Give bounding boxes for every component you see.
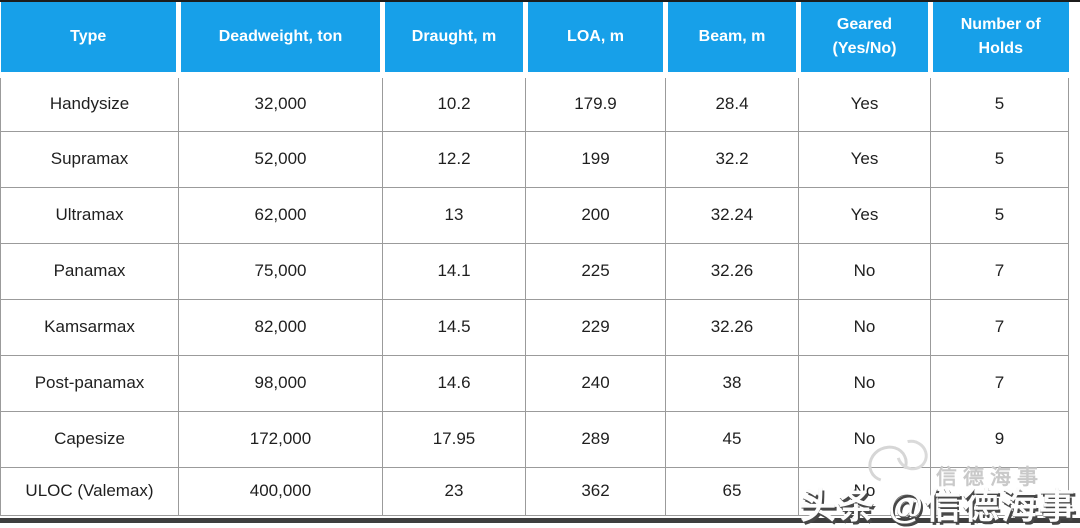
cell-type: Kamsarmax bbox=[0, 298, 179, 356]
cell-holds bbox=[930, 466, 1069, 516]
cell-deadweight: 82,000 bbox=[178, 298, 383, 356]
cell-holds: 7 bbox=[930, 298, 1069, 356]
cell-geared: No bbox=[798, 466, 931, 516]
cell-draught: 14.1 bbox=[382, 242, 526, 300]
col-header-geared: Geared (Yes/No) bbox=[796, 2, 931, 78]
cell-geared: Yes bbox=[798, 74, 931, 132]
table-row: Kamsarmax 82,000 14.5 229 32.26 No 7 bbox=[0, 298, 1069, 356]
bottom-border-line bbox=[0, 518, 1080, 523]
cell-draught: 17.95 bbox=[382, 410, 526, 468]
cell-beam: 45 bbox=[665, 410, 799, 468]
cell-geared: Yes bbox=[798, 130, 931, 188]
cell-deadweight: 62,000 bbox=[178, 186, 383, 244]
cell-draught: 23 bbox=[382, 466, 526, 516]
bulk-carrier-spec-table: Type Deadweight, ton Draught, m LOA, m B… bbox=[0, 2, 1069, 516]
cell-loa: 179.9 bbox=[525, 74, 666, 132]
cell-loa: 225 bbox=[525, 242, 666, 300]
cell-deadweight: 400,000 bbox=[178, 466, 383, 516]
table-row: Supramax 52,000 12.2 199 32.2 Yes 5 bbox=[0, 130, 1069, 188]
cell-draught: 14.5 bbox=[382, 298, 526, 356]
cell-geared: No bbox=[798, 298, 931, 356]
cell-type: Panamax bbox=[0, 242, 179, 300]
cell-holds: 9 bbox=[930, 410, 1069, 468]
cell-beam: 32.2 bbox=[665, 130, 799, 188]
cell-type: Post-panamax bbox=[0, 354, 179, 412]
cell-draught: 14.6 bbox=[382, 354, 526, 412]
top-border-line bbox=[0, 0, 1080, 2]
col-header-loa: LOA, m bbox=[523, 2, 666, 78]
faint-watermark-text: 信德海事 bbox=[936, 466, 1044, 489]
cell-loa: 362 bbox=[525, 466, 666, 516]
cell-holds: 7 bbox=[930, 354, 1069, 412]
cell-deadweight: 172,000 bbox=[178, 410, 383, 468]
cell-holds: 5 bbox=[930, 130, 1069, 188]
table-row: Panamax 75,000 14.1 225 32.26 No 7 bbox=[0, 242, 1069, 300]
cell-beam: 32.24 bbox=[665, 186, 799, 244]
cell-geared: No bbox=[798, 410, 931, 468]
col-header-holds: Number of Holds bbox=[928, 2, 1069, 78]
cell-beam: 32.26 bbox=[665, 298, 799, 356]
cell-type: Supramax bbox=[0, 130, 179, 188]
cell-deadweight: 98,000 bbox=[178, 354, 383, 412]
cell-loa: 289 bbox=[525, 410, 666, 468]
cell-deadweight: 75,000 bbox=[178, 242, 383, 300]
header-row: Type Deadweight, ton Draught, m LOA, m B… bbox=[0, 2, 1069, 78]
cell-loa: 240 bbox=[525, 354, 666, 412]
cell-deadweight: 52,000 bbox=[178, 130, 383, 188]
table-row: ULOC (Valemax) 400,000 23 362 65 No bbox=[0, 466, 1069, 516]
xinde-maritime-logo-watermark-icon bbox=[862, 434, 938, 489]
cell-type: ULOC (Valemax) bbox=[0, 466, 179, 516]
table-row: Handysize 32,000 10.2 179.9 28.4 Yes 5 bbox=[0, 74, 1069, 132]
cell-holds: 5 bbox=[930, 74, 1069, 132]
toutiao-watermark-text: 头条 @信德海事 bbox=[800, 485, 1078, 526]
cell-beam: 32.26 bbox=[665, 242, 799, 300]
cell-geared: Yes bbox=[798, 186, 931, 244]
cell-loa: 229 bbox=[525, 298, 666, 356]
table-row: Capesize 172,000 17.95 289 45 No 9 bbox=[0, 410, 1069, 468]
cell-geared: No bbox=[798, 242, 931, 300]
cell-draught: 10.2 bbox=[382, 74, 526, 132]
cell-deadweight: 32,000 bbox=[178, 74, 383, 132]
cell-type: Ultramax bbox=[0, 186, 179, 244]
cell-type: Handysize bbox=[0, 74, 179, 132]
table-row: Post-panamax 98,000 14.6 240 38 No 7 bbox=[0, 354, 1069, 412]
cell-holds: 7 bbox=[930, 242, 1069, 300]
cell-loa: 199 bbox=[525, 130, 666, 188]
cell-beam: 28.4 bbox=[665, 74, 799, 132]
table-row: Ultramax 62,000 13 200 32.24 Yes 5 bbox=[0, 186, 1069, 244]
col-header-beam: Beam, m bbox=[663, 2, 799, 78]
cell-holds: 5 bbox=[930, 186, 1069, 244]
cell-geared: No bbox=[798, 354, 931, 412]
cell-type: Capesize bbox=[0, 410, 179, 468]
cell-draught: 12.2 bbox=[382, 130, 526, 188]
col-header-deadweight: Deadweight, ton bbox=[176, 2, 383, 78]
cell-loa: 200 bbox=[525, 186, 666, 244]
col-header-draught: Draught, m bbox=[380, 2, 526, 78]
col-header-type: Type bbox=[0, 2, 179, 78]
cell-draught: 13 bbox=[382, 186, 526, 244]
cell-beam: 38 bbox=[665, 354, 799, 412]
cell-beam: 65 bbox=[665, 466, 799, 516]
